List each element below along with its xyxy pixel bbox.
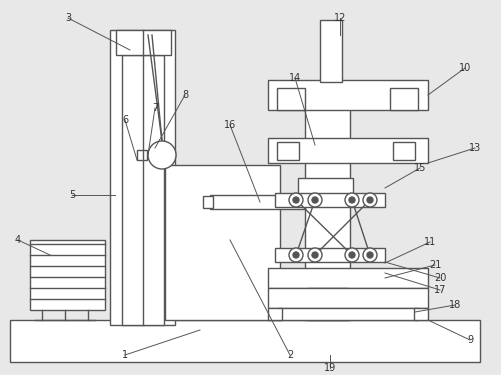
Text: 9: 9 xyxy=(466,335,472,345)
Bar xyxy=(165,165,280,320)
Bar xyxy=(275,248,384,262)
Bar xyxy=(268,80,427,110)
Circle shape xyxy=(289,248,303,262)
Circle shape xyxy=(312,197,317,203)
Bar xyxy=(277,142,299,160)
Bar xyxy=(137,150,147,160)
Text: 8: 8 xyxy=(181,90,188,100)
Circle shape xyxy=(366,197,372,203)
Bar xyxy=(10,320,479,362)
Bar xyxy=(268,308,282,320)
Circle shape xyxy=(362,193,376,207)
Text: 18: 18 xyxy=(448,300,460,310)
Bar xyxy=(298,178,352,196)
Bar xyxy=(30,240,105,310)
Circle shape xyxy=(312,252,317,258)
Bar xyxy=(202,196,212,208)
Bar xyxy=(277,88,305,110)
Text: 4: 4 xyxy=(15,235,21,245)
Text: 21: 21 xyxy=(428,260,440,270)
Text: 5: 5 xyxy=(69,190,75,200)
Text: 6: 6 xyxy=(122,115,128,125)
Text: 2: 2 xyxy=(286,350,293,360)
Bar xyxy=(308,288,347,320)
Circle shape xyxy=(348,197,354,203)
Bar xyxy=(110,30,175,325)
Circle shape xyxy=(148,141,176,169)
Text: 11: 11 xyxy=(423,237,435,247)
Circle shape xyxy=(366,252,372,258)
Circle shape xyxy=(293,197,299,203)
Text: 12: 12 xyxy=(333,13,346,23)
Circle shape xyxy=(289,193,303,207)
Text: 15: 15 xyxy=(413,163,425,173)
Circle shape xyxy=(308,248,321,262)
Text: 20: 20 xyxy=(433,273,445,283)
Bar xyxy=(305,108,349,320)
Bar xyxy=(122,55,164,325)
Bar xyxy=(268,288,427,308)
Bar xyxy=(319,20,341,82)
Bar xyxy=(392,142,414,160)
Text: 17: 17 xyxy=(433,285,445,295)
Bar xyxy=(413,308,427,320)
Circle shape xyxy=(344,248,358,262)
Text: 3: 3 xyxy=(65,13,71,23)
Bar xyxy=(389,88,417,110)
Circle shape xyxy=(308,193,321,207)
Bar xyxy=(116,30,171,55)
Circle shape xyxy=(293,252,299,258)
Circle shape xyxy=(344,193,358,207)
Circle shape xyxy=(362,248,376,262)
Text: 19: 19 xyxy=(323,363,336,373)
Bar xyxy=(275,193,384,207)
Circle shape xyxy=(348,252,354,258)
Text: 16: 16 xyxy=(223,120,235,130)
Text: 10: 10 xyxy=(458,63,470,73)
Text: 1: 1 xyxy=(122,350,128,360)
Bar xyxy=(268,268,427,288)
Bar xyxy=(209,195,305,209)
Bar xyxy=(268,138,427,163)
Text: 7: 7 xyxy=(152,103,158,113)
Text: 14: 14 xyxy=(288,73,301,83)
Bar xyxy=(278,308,417,320)
Text: 13: 13 xyxy=(468,143,480,153)
